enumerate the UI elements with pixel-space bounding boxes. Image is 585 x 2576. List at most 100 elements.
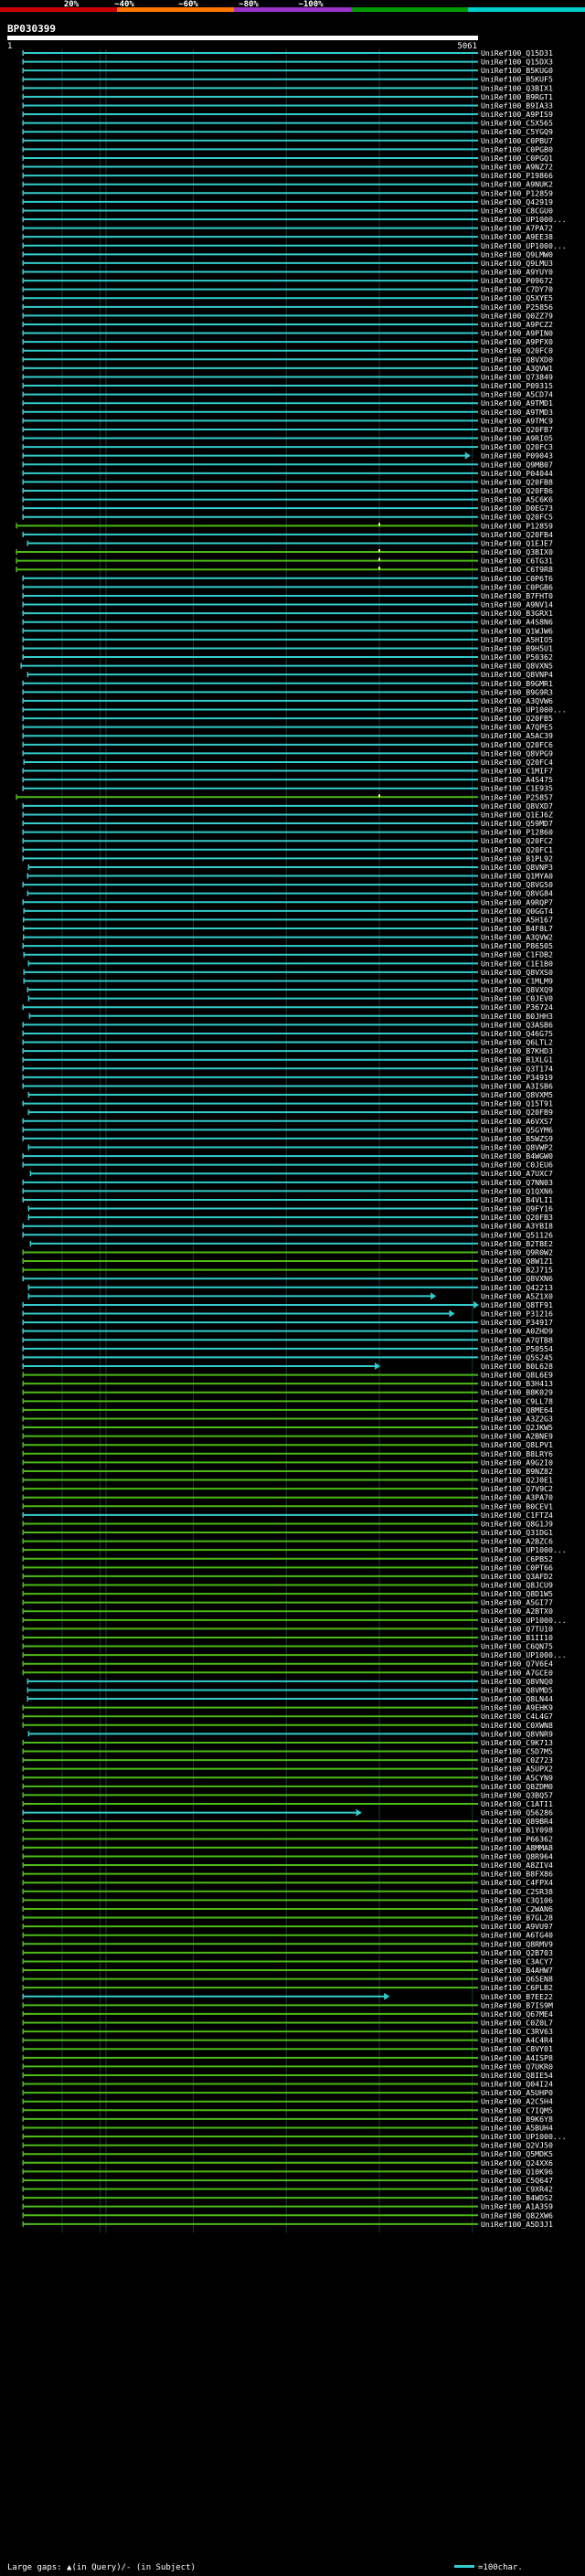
hit-row[interactable]: UniRef100_Q20FB3 [27,1213,553,1222]
hit-label[interactable]: UniRef100_A4ISP8 [481,2053,553,2062]
hit-label[interactable]: UniRef100_Q2B703 [481,1948,553,1957]
hit-row[interactable]: UniRef100_P19866 [22,171,553,180]
hit-label[interactable]: UniRef100_A9TMD3 [481,408,553,417]
hit-row[interactable]: UniRef100_C0PGQ1 [22,154,553,163]
hit-row[interactable]: UniRef100_A5GI77 [22,1598,553,1607]
hit-row[interactable]: UniRef100_Q8ME64 [22,1405,553,1415]
hit-row[interactable]: UniRef100_A7QTB8 [22,1335,553,1344]
hit-row[interactable]: UniRef100_Q8D1W5 [22,1589,553,1598]
hit-label[interactable]: UniRef100_Q20FB9 [481,1108,553,1117]
hit-row[interactable]: UniRef100_A5C6K6 [22,495,553,504]
hit-label[interactable]: UniRef100_UP1000... [481,241,567,250]
hit-label[interactable]: UniRef100_P12859 [481,521,553,530]
hit-label[interactable]: UniRef100_A3Z2G3 [481,1414,553,1423]
hit-row[interactable]: UniRef100_P31216 [22,1309,553,1319]
hit-row[interactable]: UniRef100_Q9LMU3 [22,259,553,268]
hit-row[interactable]: UniRef100_A5H167 [22,915,553,924]
hit-row[interactable]: UniRef100_A3YBI8 [22,1222,553,1231]
hit-row[interactable]: UniRef100_P12860 [22,828,553,837]
hit-label[interactable]: UniRef100_C1FDB2 [481,950,553,959]
hit-label[interactable]: UniRef100_B9K6Y8 [481,2115,553,2124]
hit-label[interactable]: UniRef100_C6T9R8 [481,565,553,574]
hit-row[interactable]: UniRef100_C7DY70 [22,285,553,294]
hit-row[interactable]: UniRef100_A9TMD1 [22,398,553,408]
hit-label[interactable]: UniRef100_A9TMD1 [481,398,553,408]
hit-row[interactable]: UniRef100_A9EHK9 [22,1703,553,1712]
hit-row[interactable]: UniRef100_A5CD74 [22,390,553,399]
hit-row[interactable]: UniRef100_P34919 [22,1073,553,1082]
hit-label[interactable]: UniRef100_Q59MD7 [481,819,553,828]
hit-label[interactable]: UniRef100_P04044 [481,469,553,478]
hit-label[interactable]: UniRef100_A5UPX2 [481,1765,553,1774]
hit-row[interactable]: UniRef100_Q20FC5 [22,513,553,522]
hit-label[interactable]: UniRef100_Q1MYA0 [481,872,553,881]
hit-label[interactable]: UniRef100_B4AHW7 [481,1966,553,1975]
hit-row[interactable]: UniRef100_Q0ZZ79 [22,311,553,320]
hit-row[interactable]: UniRef100_P12859 [16,521,553,530]
hit-label[interactable]: UniRef100_B7EE22 [481,1992,553,2001]
hit-row[interactable]: UniRef100_A3QVW2 [22,933,553,942]
hit-row[interactable]: UniRef100_B5KUG0 [22,66,553,75]
hit-row[interactable]: UniRef100_Q8VNQ0 [27,1677,553,1686]
hit-row[interactable]: UniRef100_C3Q106 [22,1895,553,1904]
hit-label[interactable]: UniRef100_A1A3S9 [481,2202,553,2211]
hit-row[interactable]: UniRef100_A0ZHD9 [22,1327,553,1336]
hit-label[interactable]: UniRef100_P25857 [481,792,553,801]
hit-row[interactable]: UniRef100_UP1000... [22,705,567,715]
hit-label[interactable]: UniRef100_C5D7M5 [481,1747,553,1756]
hit-row[interactable]: UniRef100_Q3ASB6 [22,1020,553,1029]
hit-row[interactable]: UniRef100_Q5MDK5 [22,2149,553,2158]
hit-label[interactable]: UniRef100_B4F8L7 [481,924,553,933]
hit-row[interactable]: UniRef100_C0Z723 [22,1755,553,1765]
hit-label[interactable]: UniRef100_Q20FC2 [481,836,553,845]
hit-row[interactable]: UniRef100_D0EG73 [22,504,553,513]
hit-row[interactable]: UniRef100_A3Z2G3 [22,1414,553,1423]
hit-label[interactable]: UniRef100_C0P6T6 [481,574,553,583]
hit-label[interactable]: UniRef100_Q9FY16 [481,1204,553,1214]
hit-row[interactable]: UniRef100_C6QN75 [22,1642,553,1651]
hit-label[interactable]: UniRef100_Q9R0W2 [481,1247,553,1256]
hit-row[interactable]: UniRef100_A9PIN0 [22,329,553,338]
hit-row[interactable]: UniRef100_B1II10 [22,1633,553,1642]
hit-row[interactable]: UniRef100_Q8RMV9 [22,1939,553,1948]
hit-row[interactable]: UniRef100_B2J715 [22,1266,553,1275]
hit-label[interactable]: UniRef100_A4S475 [481,775,553,784]
hit-label[interactable]: UniRef100_C3ACY7 [481,1956,553,1966]
hit-label[interactable]: UniRef100_B9RGT1 [481,92,553,101]
hit-label[interactable]: UniRef100_C0PGQ1 [481,154,553,163]
hit-row[interactable]: UniRef100_A3ISB6 [22,1081,553,1090]
hit-label[interactable]: UniRef100_B9G9R3 [481,687,553,696]
hit-label[interactable]: UniRef100_C0PGB6 [481,582,553,591]
hit-label[interactable]: UniRef100_Q5MDK5 [481,2149,553,2158]
hit-label[interactable]: UniRef100_Q8LPV1 [481,1440,553,1449]
hit-row[interactable]: UniRef100_B4F8L7 [22,924,553,933]
hit-row[interactable]: UniRef100_Q8W1Z1 [22,1256,553,1266]
hit-label[interactable]: UniRef100_B1PL92 [481,853,553,863]
hit-label[interactable]: UniRef100_A6TG40 [481,1931,553,1940]
hit-row[interactable]: UniRef100_P25857 [16,792,553,801]
hit-row[interactable]: UniRef100_Q42919 [22,197,553,207]
hit-row[interactable]: UniRef100_Q15DX3 [22,58,553,67]
hit-label[interactable]: UniRef100_B4WDS2 [481,2193,553,2202]
hit-row[interactable]: UniRef100_A9TMC9 [22,416,553,425]
hit-row[interactable]: UniRef100_B0CEV1 [22,1501,553,1511]
hit-label[interactable]: UniRef100_Q8IE54 [481,2071,553,2080]
hit-label[interactable]: UniRef100_Q3BIX0 [481,547,553,557]
hit-label[interactable]: UniRef100_A9RQP7 [481,897,553,906]
hit-label[interactable]: UniRef100_UP1000... [481,215,567,224]
hit-label[interactable]: UniRef100_A9EE38 [481,232,553,241]
hit-label[interactable]: UniRef100_C5YGQ9 [481,127,553,136]
hit-label[interactable]: UniRef100_A4S8N6 [481,618,553,627]
hit-row[interactable]: UniRef100_C0JEU6 [22,1161,553,1170]
hit-label[interactable]: UniRef100_Q20FB8 [481,477,553,486]
hit-row[interactable]: UniRef100_Q8VG50 [22,880,553,889]
hit-row[interactable]: UniRef100_A3PA70 [22,1493,553,1502]
hit-label[interactable]: UniRef100_B3GRX1 [481,609,553,618]
hit-label[interactable]: UniRef100_C8VY01 [481,2044,553,2053]
hit-row[interactable]: UniRef100_Q20FB5 [22,714,553,723]
hit-row[interactable]: UniRef100_P66362 [22,1834,553,1843]
hit-label[interactable]: UniRef100_P66362 [481,1834,553,1843]
hit-label[interactable]: UniRef100_A5C6K6 [481,495,553,504]
hit-label[interactable]: UniRef100_Q9MB07 [481,460,553,469]
hit-row[interactable]: UniRef100_Q1EJ6Z [22,810,553,819]
